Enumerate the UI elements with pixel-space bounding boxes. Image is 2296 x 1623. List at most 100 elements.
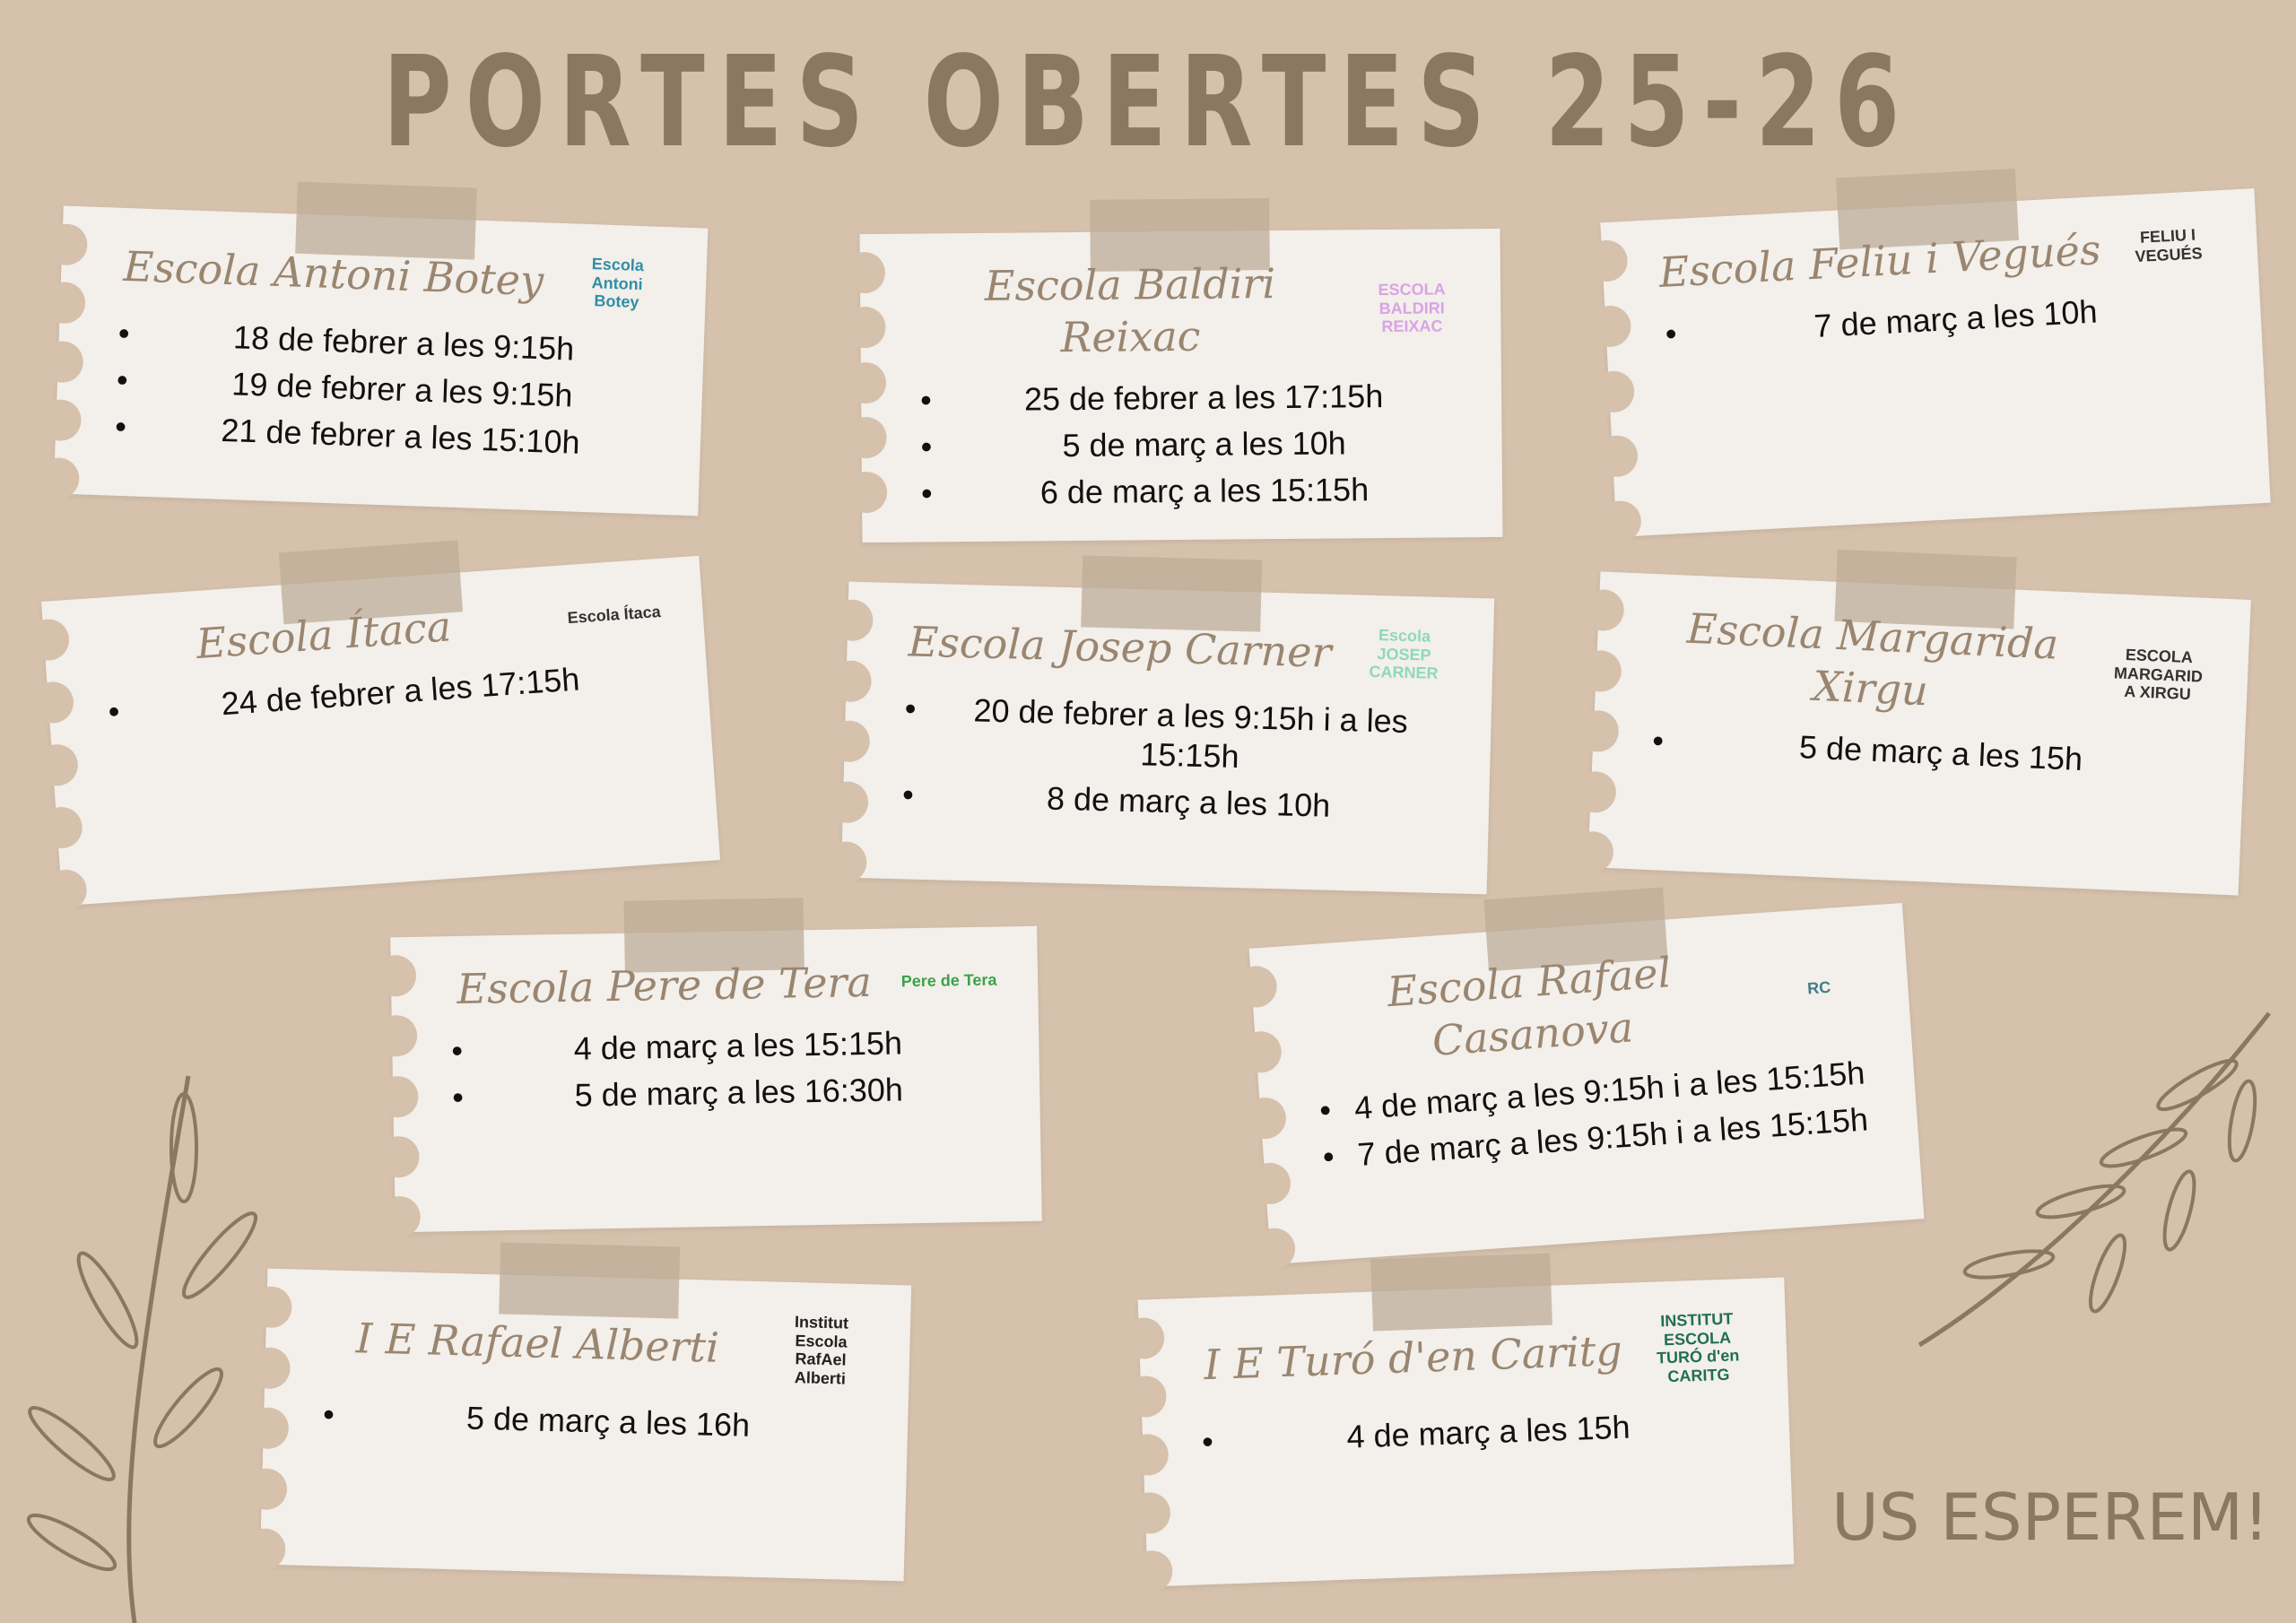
- card-header: I E Turó d'en Caritg INSTITUT ESCOLA TURÓ…: [1193, 1306, 1752, 1406]
- binder-hole: [1128, 1491, 1171, 1535]
- binder-hole: [826, 780, 869, 823]
- date-list: 25 de febrer a les 17:15h5 de març a les…: [915, 369, 1466, 520]
- card-header: Escola Josep Carner Escola JOSEP CARNER: [900, 610, 1458, 687]
- binder-hole: [1595, 434, 1639, 479]
- binder-hole: [39, 805, 84, 850]
- date-item: 5 de març a les 16:30h: [447, 1068, 1004, 1117]
- date-item: 5 de març a les 10h: [915, 422, 1465, 466]
- binder-hole: [844, 361, 887, 404]
- footer-message: US ESPEREM!: [1831, 1480, 2269, 1555]
- binder-hole: [844, 307, 886, 349]
- card-header: Escola Antoni Botey Escola Antoni Botey: [114, 235, 671, 317]
- binder-hole: [26, 618, 71, 663]
- binder-hole: [35, 742, 80, 787]
- school-name: Escola Rafael Casanova: [1385, 948, 1673, 1065]
- school-name: Escola Josep Carner: [908, 617, 1333, 677]
- school-name: I E Rafael Alberti: [355, 1314, 720, 1373]
- poster-title: PORTES OBERTES 25-26: [382, 30, 1914, 176]
- binder-hole: [843, 251, 886, 294]
- date-list: 4 de març a les 15:15h5 de març a les 16…: [446, 1014, 1004, 1124]
- school-name: Escola Margarida Xirgu: [1685, 603, 2060, 716]
- date-item: 7 de març a les 10h: [1659, 285, 2225, 354]
- binder-hole: [1592, 369, 1636, 413]
- binder-hole: [1126, 1433, 1170, 1477]
- date-list: 5 de març a les 16h: [317, 1387, 872, 1455]
- card-header: I E Rafael Alberti Institut Escola RafAel…: [318, 1297, 874, 1393]
- school-logo: ESCOLA BALDIRI REIXAC: [1378, 280, 1446, 336]
- binder-hole: [378, 1135, 420, 1178]
- binder-hole: [1576, 709, 1620, 753]
- binder-hole: [1243, 1096, 1288, 1141]
- date-list: 4 de març a les 15h: [1196, 1396, 1754, 1470]
- binder-hole: [40, 340, 84, 383]
- card-header: Escola Pere de Tera Pere de Tera: [445, 953, 1003, 1015]
- date-item: 20 de febrer a les 9:15h i a les 15:15h: [898, 689, 1456, 782]
- binder-hole: [1252, 1227, 1297, 1271]
- school-logo: Escola JOSEP CARNER: [1369, 626, 1439, 683]
- binder-hole: [824, 841, 867, 884]
- binder-hole: [1585, 239, 1629, 283]
- binder-hole: [1588, 304, 1632, 348]
- school-logo: ESCOLA MARGARIDA XIRGU: [2113, 645, 2204, 704]
- card-header: Escola Baldiri Reixac ESCOLA BALDIRI REIX…: [914, 256, 1465, 364]
- binder-hole: [1234, 964, 1279, 1009]
- binder-hole: [44, 868, 89, 913]
- binder-hole: [1248, 1161, 1292, 1206]
- binder-hole: [1581, 588, 1625, 632]
- binder-hole: [378, 1195, 422, 1238]
- binder-hole: [845, 416, 887, 459]
- binder-hole: [1122, 1316, 1165, 1360]
- binder-hole: [30, 680, 75, 725]
- school-card: Escola Josep Carner Escola JOSEP CARNER 20…: [824, 555, 1495, 895]
- date-item: 5 de març a les 16h: [317, 1394, 873, 1448]
- binder-hole: [1578, 648, 1622, 692]
- school-logo: Escola Ítaca: [566, 602, 662, 627]
- school-name: Escola Pere de Tera: [457, 957, 873, 1014]
- school-name: I E Turó d'en Caritg: [1203, 1326, 1623, 1390]
- school-card: I E Rafael Alberti Institut Escola RafAel…: [243, 1242, 912, 1582]
- school-card: Escola Margarida Xirgu ESCOLA MARGARIDA X…: [1570, 549, 2251, 896]
- date-item: 4 de març a les 15h: [1196, 1403, 1753, 1462]
- binder-hole: [831, 599, 874, 642]
- date-item: 4 de març a les 15:15h: [446, 1021, 1004, 1071]
- date-item: 25 de febrer a les 17:15h: [915, 376, 1465, 420]
- school-name: Escola Antoni Botey: [122, 241, 544, 306]
- date-list: 18 de febrer a les 9:15h19 de febrer a l…: [109, 307, 668, 473]
- school-card: Escola Baldiri Reixac ESCOLA BALDIRI REIX…: [843, 198, 1503, 543]
- school-logo: RC: [1806, 977, 1831, 998]
- school-card: Escola Antoni Botey Escola Antoni Botey18…: [37, 181, 709, 516]
- binder-hole: [45, 222, 89, 266]
- leaf-branch-right-icon: [1918, 1011, 2271, 1348]
- binder-hole: [828, 720, 871, 763]
- school-logo: Institut Escola RafAel Alberti: [794, 1313, 849, 1388]
- leaf-branch-left-icon: [26, 1075, 258, 1623]
- school-logo: Escola Antoni Botey: [591, 255, 645, 312]
- date-item: 8 de març a les 10h: [897, 775, 1454, 829]
- binder-hole: [1570, 830, 1614, 874]
- school-card: I E Turó d'en Caritg INSTITUT ESCOLA TURÓ…: [1122, 1253, 1795, 1593]
- binder-hole: [1573, 769, 1617, 813]
- card-header: Escola Margarida Xirgu ESCOLA MARGARIDA X…: [1648, 601, 2213, 729]
- binder-hole: [39, 398, 83, 442]
- date-item: 5 de març a les 15h: [1646, 721, 2208, 785]
- binder-hole: [1239, 1029, 1283, 1075]
- binder-hole: [829, 659, 873, 702]
- binder-hole: [845, 471, 888, 514]
- school-card: Escola Rafael CasanovaRC4 de març a les …: [1234, 887, 1925, 1271]
- binder-hole: [1130, 1549, 1173, 1593]
- date-item: 6 de març a les 15:15h: [916, 469, 1466, 513]
- binder-hole: [375, 1015, 418, 1057]
- binder-hole: [37, 456, 80, 500]
- binder-hole: [1598, 499, 1642, 543]
- binder-hole: [374, 954, 417, 997]
- school-logo: INSTITUT ESCOLA TURÓ d'en CARITG: [1656, 1309, 1740, 1386]
- binder-hole: [376, 1075, 419, 1118]
- binder-hole: [1124, 1375, 1168, 1419]
- school-name: Escola Baldiri Reixac: [984, 259, 1276, 362]
- school-logo: FELIU I VEGUÉS: [2135, 225, 2204, 266]
- school-card: Escola Pere de Tera Pere de Tera 4 de març…: [374, 898, 1042, 1238]
- school-logo: Pere de Tera: [900, 970, 997, 991]
- binder-hole: [43, 282, 86, 325]
